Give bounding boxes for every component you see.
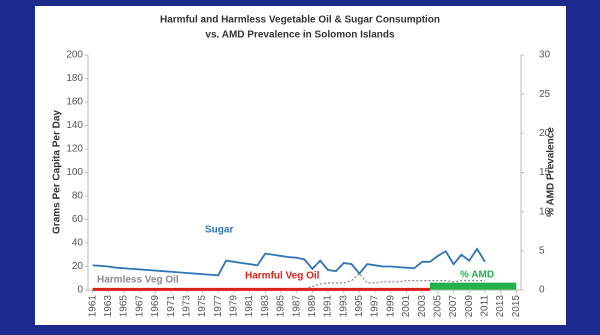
x-tick-label: 2011 <box>480 295 491 317</box>
y-tick-label: 160 <box>66 97 83 108</box>
y-tick-label: 180 <box>66 73 83 84</box>
chart-subtitle: vs. AMD Prevalence in Solomon Islands <box>205 30 395 41</box>
y-tick-label: 80 <box>72 191 84 202</box>
x-tick-label: 2009 <box>464 295 475 318</box>
x-tick-label: 1987 <box>291 295 302 318</box>
panel <box>35 6 566 325</box>
series-line <box>92 272 485 290</box>
y-tick-label: 0 <box>77 285 83 296</box>
chart-title: Harmful and Harmless Vegetable Oil & Sug… <box>160 15 440 26</box>
x-tick-label: 2003 <box>417 295 428 318</box>
x-tick-label: 1965 <box>119 295 130 318</box>
series-label: Sugar <box>205 225 233 236</box>
series-label: % AMD <box>460 270 494 281</box>
y2-tick-label: 15 <box>539 167 551 178</box>
x-tick-label: 1963 <box>103 295 114 318</box>
x-tick-label: 1989 <box>307 295 318 318</box>
x-tick-label: 1967 <box>134 295 145 318</box>
x-tick-label: 2007 <box>448 295 459 318</box>
x-tick-label: 2013 <box>495 295 506 318</box>
x-tick-label: 1971 <box>166 295 177 318</box>
y-tick-label: 120 <box>66 144 83 155</box>
y-tick-label: 100 <box>66 167 83 178</box>
x-tick-label: 1973 <box>181 295 192 318</box>
x-tick-label: 1999 <box>385 295 396 318</box>
x-tick-label: 1995 <box>354 295 365 318</box>
y2-tick-label: 0 <box>539 285 545 296</box>
series-label: Harmful Veg Oil <box>245 271 320 282</box>
x-tick-label: 1979 <box>229 295 240 318</box>
series-label: Harmless Veg Oil <box>97 275 179 286</box>
y-tick-label: 20 <box>72 261 84 272</box>
x-tick-label: 1993 <box>338 295 349 318</box>
y2-tick-label: 10 <box>539 206 551 217</box>
y2-tick-label: 25 <box>539 89 551 100</box>
y-tick-label: 40 <box>72 238 84 249</box>
y2-axis-title: % AMD Prevalence <box>546 127 557 217</box>
x-tick-label: 1961 <box>87 295 98 318</box>
x-tick-label: 1969 <box>150 295 161 318</box>
x-tick-label: 2005 <box>432 295 443 318</box>
x-tick-label: 1997 <box>370 295 381 318</box>
y-axis-title: Grams Per Capita Per Day <box>52 110 63 234</box>
x-tick-label: 1981 <box>244 295 255 318</box>
series-line <box>92 247 486 277</box>
x-tick-label: 1975 <box>197 295 208 318</box>
x-tick-label: 1977 <box>213 295 224 318</box>
y-tick-label: 200 <box>66 50 83 61</box>
x-tick-label: 1983 <box>260 295 271 318</box>
x-tick-label: 1985 <box>276 295 287 318</box>
y-tick-label: 60 <box>72 214 84 225</box>
y-tick-label: 140 <box>66 120 83 131</box>
x-tick-label: 2001 <box>401 295 412 318</box>
x-tick-label: 2015 <box>511 295 522 318</box>
y2-tick-label: 5 <box>539 245 545 256</box>
y2-tick-label: 30 <box>539 50 551 61</box>
x-tick-label: 1991 <box>323 295 334 318</box>
y2-tick-label: 20 <box>539 128 551 139</box>
